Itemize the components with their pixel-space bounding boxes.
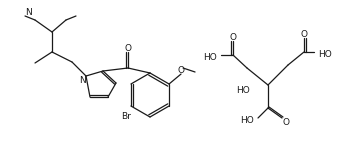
Text: HO: HO [240,116,254,125]
Text: O: O [177,65,184,75]
Text: O: O [125,43,132,52]
Text: HO: HO [203,52,217,62]
Text: O: O [282,118,289,127]
Text: O: O [230,32,237,41]
Text: N: N [79,75,85,84]
Text: Br: Br [121,112,131,121]
Text: O: O [301,30,308,39]
Text: HO: HO [236,86,250,95]
Text: HO: HO [318,50,332,58]
Text: N: N [25,8,32,17]
